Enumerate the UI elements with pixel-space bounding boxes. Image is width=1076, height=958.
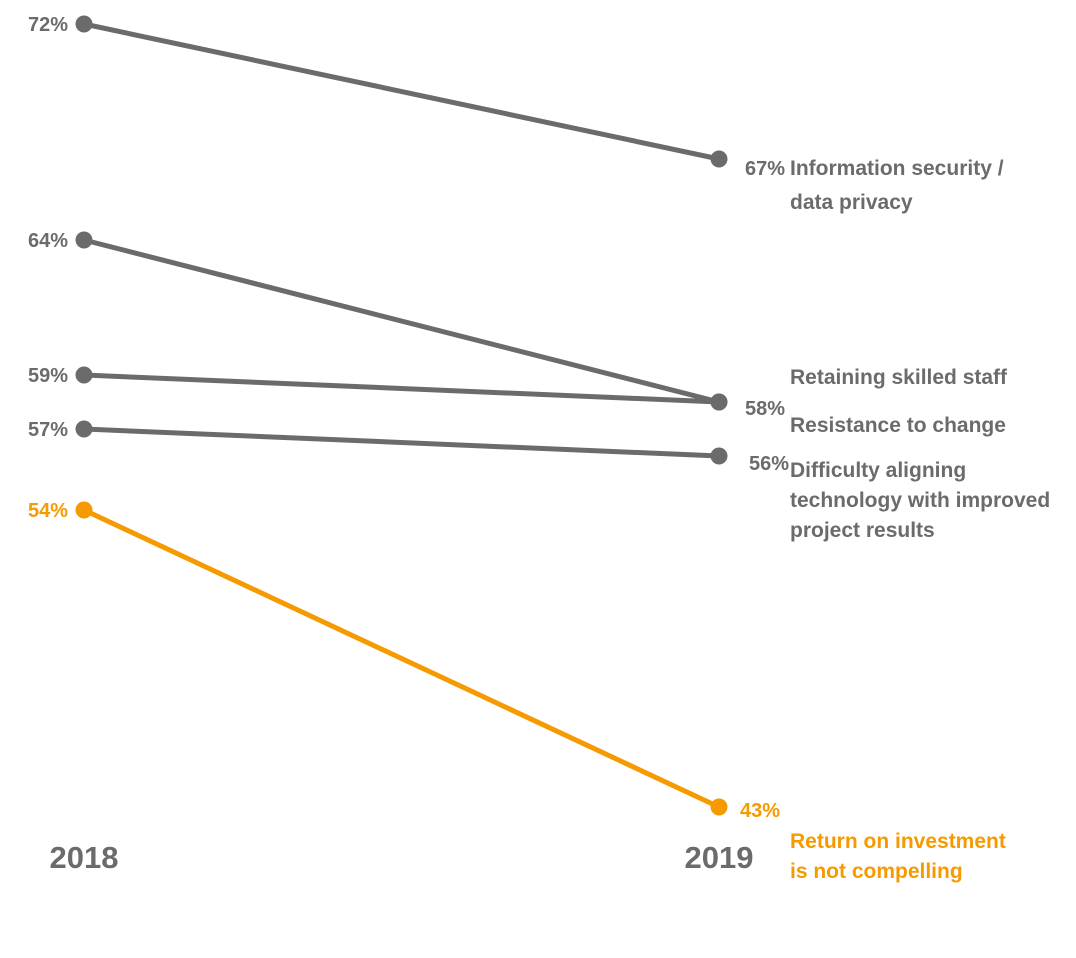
- x-axis: 2018 2019: [50, 840, 754, 875]
- point-2019-roi: [710, 798, 728, 816]
- series-names: Information security / data privacy Retain…: [790, 157, 1050, 883]
- label-2019-security: 67%: [745, 158, 785, 180]
- point-2019-aligning: [710, 447, 728, 465]
- series-name-roi: Return on investment is not compelling: [790, 830, 1006, 883]
- label-2018-staff: 64%: [28, 230, 68, 252]
- series-line-staff: [81, 237, 722, 405]
- label-2018-security: 72%: [28, 14, 68, 36]
- series-name-aligning: Difficulty aligning technology with impro…: [790, 459, 1050, 542]
- label-2019-aligning: 56%: [749, 453, 789, 475]
- point-2019-change: [710, 393, 728, 411]
- label-2018-change: 59%: [28, 365, 68, 387]
- x-tick-label-2019: 2019: [685, 840, 754, 875]
- series-lines: [81, 21, 722, 810]
- data-labels: 72% 67% 64% 58% 59% 57% 56% 54% 43%: [28, 14, 789, 822]
- point-2018-security: [75, 15, 93, 33]
- series-line-roi: [81, 507, 722, 810]
- series-line-change: [81, 372, 722, 405]
- series-line-security: [81, 21, 722, 162]
- point-2019-security: [710, 150, 728, 168]
- label-2018-aligning: 57%: [28, 419, 68, 441]
- point-2018-staff: [75, 231, 93, 249]
- data-points: [75, 15, 728, 816]
- point-2018-roi: [75, 501, 93, 519]
- label-2019-staff: 58%: [745, 398, 785, 420]
- point-2018-change: [75, 366, 93, 384]
- series-name-change: Resistance to change: [790, 414, 1006, 437]
- series-name-staff: Retaining skilled staff: [790, 366, 1008, 389]
- point-2018-aligning: [75, 420, 93, 438]
- x-tick-label-2018: 2018: [50, 840, 119, 875]
- series-name-security: Information security / data privacy: [790, 157, 1004, 214]
- label-2018-roi: 54%: [28, 500, 68, 522]
- series-line-aligning: [81, 426, 722, 459]
- label-2019-roi: 43%: [740, 800, 780, 822]
